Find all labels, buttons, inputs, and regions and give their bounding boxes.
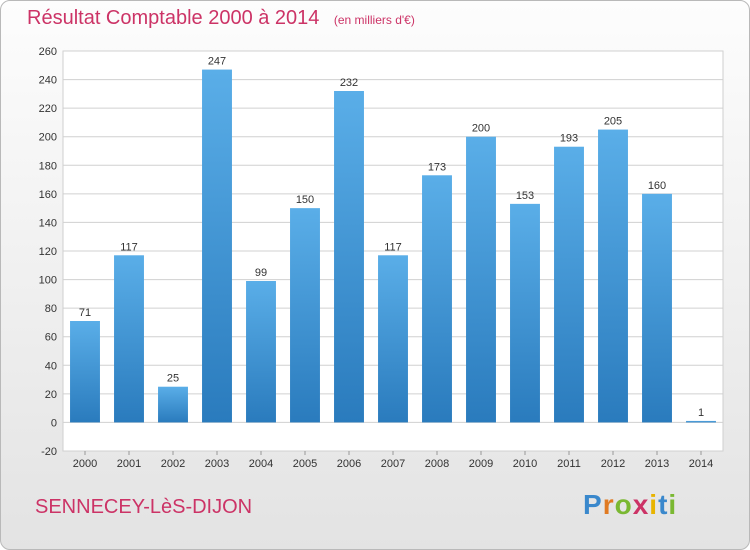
bar — [598, 129, 628, 423]
logo-letter: o — [614, 489, 633, 520]
y-tick-label: 200 — [39, 132, 57, 144]
bar — [642, 193, 672, 423]
y-tick-label: 20 — [45, 389, 57, 401]
x-tick-label: 2012 — [601, 458, 625, 470]
x-tick-label: 2009 — [469, 458, 493, 470]
y-tick-label: 80 — [45, 303, 57, 315]
x-tick-label: 2005 — [293, 458, 317, 470]
data-label: 200 — [472, 123, 490, 135]
logo-letter: P — [583, 489, 603, 520]
bar — [466, 136, 496, 423]
y-tick-label: 180 — [39, 160, 57, 172]
x-tick-label: 2006 — [337, 458, 361, 470]
proxiti-logo: Proxiti — [583, 489, 677, 521]
data-label: 25 — [167, 373, 179, 385]
bar — [202, 69, 232, 423]
x-tick-label: 2013 — [645, 458, 669, 470]
y-tick-label: 140 — [39, 217, 57, 229]
data-label: 247 — [208, 56, 226, 68]
logo-letter: i — [649, 489, 659, 520]
bar — [378, 255, 408, 423]
bar — [422, 175, 452, 423]
x-tick-label: 2000 — [73, 458, 97, 470]
y-tick-label: -20 — [41, 446, 57, 458]
logo-letter: r — [602, 489, 615, 520]
data-label: 99 — [255, 267, 267, 279]
bar — [554, 146, 584, 423]
data-label: 1 — [698, 407, 704, 419]
x-tick-label: 2003 — [205, 458, 229, 470]
data-label: 150 — [296, 194, 314, 206]
x-tick-label: 2008 — [425, 458, 449, 470]
x-tick-label: 2002 — [161, 458, 185, 470]
title-row: Résultat Comptable 2000 à 2014 (en milli… — [27, 7, 415, 30]
chart-unit: (en milliers d'€) — [333, 13, 415, 27]
x-tick-label: 2014 — [689, 458, 713, 470]
x-tick-label: 2007 — [381, 458, 405, 470]
y-tick-label: 60 — [45, 332, 57, 344]
x-tick-label: 2004 — [249, 458, 273, 470]
data-label: 71 — [79, 307, 91, 319]
logo-letter: x — [632, 489, 650, 520]
y-tick-label: 100 — [39, 275, 57, 287]
bar — [510, 203, 540, 423]
bar — [158, 386, 188, 423]
data-label: 232 — [340, 77, 358, 89]
bar — [290, 208, 320, 423]
data-label: 205 — [604, 116, 622, 128]
logo-letter: i — [668, 489, 678, 520]
bar — [334, 91, 364, 423]
x-tick-label: 2010 — [513, 458, 537, 470]
bar — [686, 420, 716, 423]
y-tick-label: 220 — [39, 103, 57, 115]
y-tick-label: 160 — [39, 189, 57, 201]
y-tick-label: 0 — [51, 417, 57, 429]
x-tick-label: 2011 — [557, 458, 581, 470]
y-tick-label: 120 — [39, 246, 57, 258]
y-tick-label: 240 — [39, 75, 57, 87]
data-label: 160 — [648, 180, 666, 192]
bar — [246, 281, 276, 423]
data-label: 117 — [120, 241, 138, 253]
bar — [70, 321, 100, 423]
data-label: 153 — [516, 190, 534, 202]
bar — [114, 255, 144, 423]
data-label: 193 — [560, 133, 578, 145]
chart-title: Résultat Comptable 2000 à 2014 — [27, 7, 320, 29]
data-label: 173 — [428, 161, 446, 173]
y-tick-label: 40 — [45, 360, 57, 372]
y-tick-label: 260 — [39, 46, 57, 58]
x-tick-label: 2001 — [117, 458, 141, 470]
place-name: SENNECEY-LèS-DIJON — [35, 496, 253, 518]
data-label: 117 — [384, 241, 402, 253]
logo-letter: t — [658, 489, 669, 520]
